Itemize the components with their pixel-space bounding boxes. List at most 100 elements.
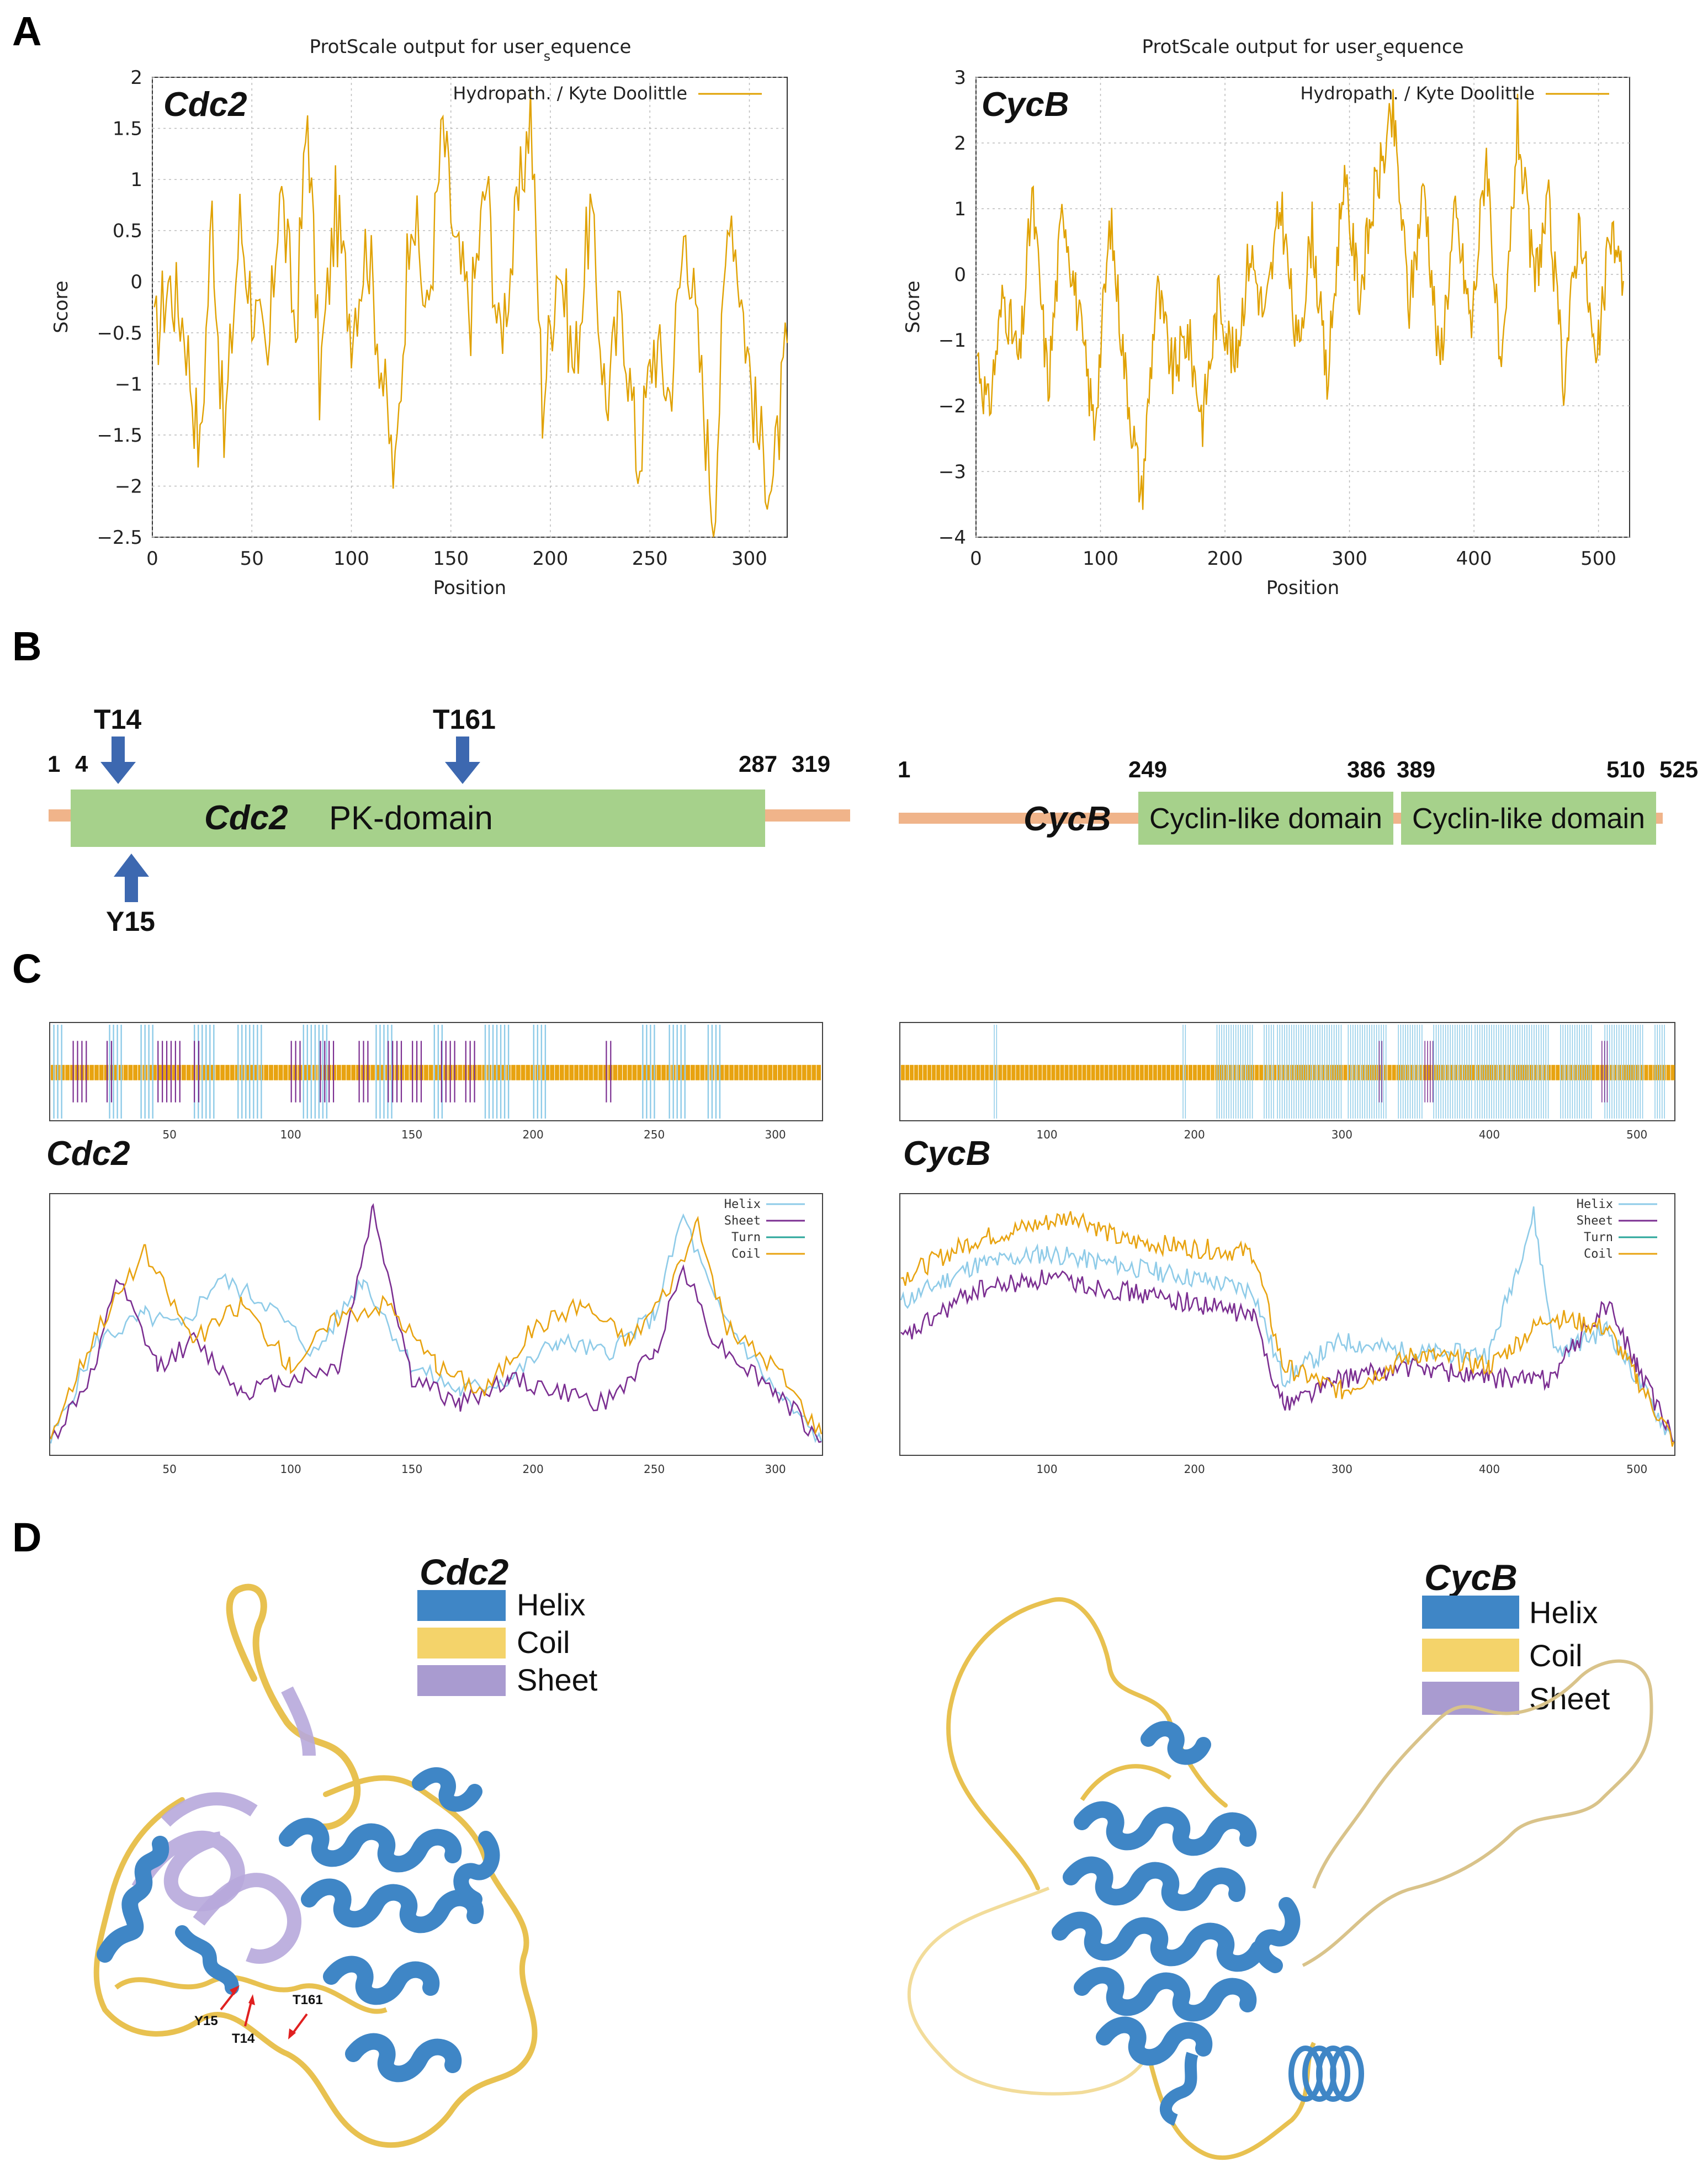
cdc2-legend-helix-label: Helix bbox=[724, 1198, 761, 1211]
cdc2-band-sheet bbox=[162, 1041, 163, 1103]
cdc2-band-coil bbox=[278, 1064, 283, 1080]
cdc2-band-helix bbox=[57, 1025, 59, 1119]
cycb-band-helix bbox=[1662, 1025, 1663, 1119]
cycb-band-coil bbox=[1343, 1064, 1348, 1080]
cycb-band-tick: 400 bbox=[1479, 1128, 1500, 1141]
cycb-band-coil bbox=[1281, 1064, 1286, 1080]
cycb-band-sheet bbox=[1432, 1041, 1434, 1103]
cdc2-band-helix bbox=[488, 1025, 490, 1119]
cdc2-band-tick: 300 bbox=[765, 1128, 786, 1141]
cycb-band-coil bbox=[998, 1064, 1002, 1080]
cycb-band-helix bbox=[1421, 1025, 1423, 1119]
cdc2-band-coil bbox=[773, 1064, 777, 1080]
cycb-band-helix bbox=[1450, 1025, 1451, 1119]
cdc2-band-helix bbox=[241, 1025, 243, 1119]
cycb-band-helix bbox=[1442, 1025, 1444, 1119]
cycb-band-coil bbox=[1233, 1064, 1237, 1080]
cdc2-band-coil bbox=[623, 1064, 627, 1080]
cycb-band-helix bbox=[1590, 1025, 1592, 1119]
cycb-band-helix bbox=[1293, 1025, 1295, 1119]
cycb-band-helix bbox=[1512, 1025, 1514, 1119]
cdc2-band-helix bbox=[322, 1025, 324, 1119]
cdc2-band-coil bbox=[283, 1064, 288, 1080]
cycb-band-coil bbox=[1361, 1064, 1365, 1080]
cycb-band-sheet bbox=[1430, 1041, 1431, 1103]
cycb-band-coil bbox=[1042, 1064, 1047, 1080]
cycb-band-coil bbox=[989, 1064, 994, 1080]
cdc2-pos-1: 1 bbox=[47, 751, 60, 777]
cycb-band-coil bbox=[1644, 1064, 1648, 1080]
cdc2-band-sheet bbox=[441, 1041, 442, 1103]
cycb-band-coil bbox=[1064, 1064, 1069, 1080]
cdc2-band-helix bbox=[715, 1025, 717, 1119]
cycb-domain-protein-label: CycB bbox=[1023, 800, 1111, 838]
cycb-band-helix bbox=[1402, 1025, 1404, 1119]
cycb-band-helix bbox=[1381, 1025, 1382, 1119]
cdc2-band-coil bbox=[744, 1064, 749, 1080]
cycb-band-coil bbox=[1264, 1064, 1268, 1080]
cdc2-band-coil bbox=[428, 1064, 433, 1080]
cdc2-band-coil bbox=[632, 1064, 637, 1080]
cycb-pos-1: 1 bbox=[898, 756, 910, 782]
cdc2-prob-tick: 250 bbox=[644, 1463, 665, 1476]
cdc2-band-helix bbox=[503, 1025, 506, 1119]
cycb-band-coil bbox=[1458, 1064, 1462, 1080]
cycb-band-helix bbox=[1284, 1025, 1285, 1119]
cycb-band-helix bbox=[1500, 1025, 1502, 1119]
cycb-band-helix bbox=[1611, 1025, 1612, 1119]
cdc2-band-sheet bbox=[396, 1041, 398, 1103]
cycb-band-helix bbox=[1228, 1025, 1229, 1119]
cdc2-band-helix bbox=[116, 1025, 118, 1119]
cdc2-band-helix bbox=[391, 1025, 392, 1119]
cdc2-band-helix bbox=[672, 1025, 674, 1119]
cycb-band-coil bbox=[1321, 1064, 1325, 1080]
cycb-band-coil bbox=[954, 1064, 958, 1080]
cycb-band-helix bbox=[1340, 1025, 1342, 1119]
cdc2-legend-sheet: Sheet bbox=[517, 1662, 598, 1697]
cycb-band-coil bbox=[1440, 1064, 1445, 1080]
cdc2-band-sheet bbox=[420, 1041, 422, 1103]
cycb-band-coil bbox=[1498, 1064, 1503, 1080]
cycb-band-coil bbox=[1188, 1064, 1193, 1080]
cycb-band-coil bbox=[1016, 1064, 1020, 1080]
cdc2-band-tick: 200 bbox=[523, 1128, 544, 1141]
cycb-band-coil bbox=[1560, 1064, 1564, 1080]
cycb-3d-title: CycB bbox=[1424, 1557, 1518, 1598]
cycb-gridlines bbox=[975, 77, 1630, 538]
cdc2-band-helix bbox=[213, 1025, 215, 1119]
cycb-band-coil bbox=[1383, 1064, 1387, 1080]
cdc2-band-coil bbox=[593, 1064, 598, 1080]
cycb-band-helix bbox=[1534, 1025, 1535, 1119]
cdc2-band-coil bbox=[714, 1064, 719, 1080]
cycb-band-helix bbox=[1505, 1025, 1507, 1119]
cdc2-band-coil bbox=[307, 1064, 312, 1080]
cycb-band-coil bbox=[936, 1064, 941, 1080]
cycb-band-sheet bbox=[1606, 1041, 1608, 1103]
cycb-band-helix bbox=[1452, 1025, 1454, 1119]
cdc2-legend-sheet-label: Sheet bbox=[724, 1214, 761, 1228]
cdc2-band-coil bbox=[380, 1064, 385, 1080]
cdc2-band-helix bbox=[437, 1025, 439, 1119]
cycb-band-coil bbox=[1613, 1064, 1617, 1080]
cycb-band-coil bbox=[1211, 1064, 1215, 1080]
cycb-band-helix bbox=[1322, 1025, 1323, 1119]
cycb-band-coil bbox=[1184, 1064, 1188, 1080]
cycb-band-coil bbox=[1011, 1064, 1016, 1080]
cdc2-pk-domain-box bbox=[71, 790, 765, 847]
cdc2-band-coil bbox=[249, 1064, 254, 1080]
cycb-hydropathy-plot: ProtScale output for usersequence 3 2 1 0 −1… bbox=[902, 36, 1630, 599]
cycb-band-coil bbox=[1538, 1064, 1542, 1080]
cdc2-band-helix bbox=[654, 1025, 655, 1119]
cdc2-xtick-label: 50 bbox=[240, 548, 264, 570]
cdc2-prob-tick: 200 bbox=[523, 1463, 544, 1476]
cdc2-band-helix bbox=[140, 1025, 142, 1119]
cdc2-secstruct-plot: 50 100 150 200 250 300 Helix Sheet Turn Coil bbox=[49, 1193, 823, 1476]
cycb-band-coil bbox=[1113, 1064, 1117, 1080]
cdc2-band-coil bbox=[94, 1064, 99, 1080]
cycb-band-coil bbox=[1378, 1064, 1383, 1080]
cdc2-band-coil bbox=[676, 1064, 681, 1080]
cdc2-band-coil bbox=[356, 1064, 360, 1080]
cdc2-ytick-label: −2 bbox=[115, 475, 142, 497]
cycb-band-helix bbox=[1369, 1025, 1370, 1119]
